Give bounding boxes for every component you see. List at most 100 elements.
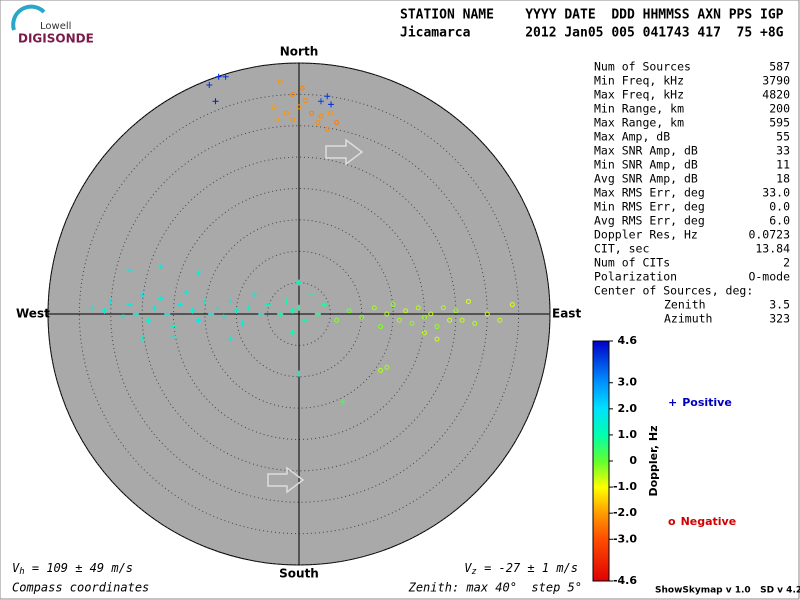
- source-plus: [157, 263, 164, 270]
- source-plus: [317, 98, 324, 105]
- stat-label: Max Freq, kHz: [594, 88, 684, 102]
- source-plus: [339, 398, 346, 405]
- source-circle: [447, 317, 453, 323]
- source-plus: [151, 304, 158, 311]
- vz-rest: = -27 ± 1 m/s: [477, 561, 578, 575]
- vz-text: Vz = -27 ± 1 m/s: [464, 561, 578, 577]
- stat-label: Min SNR Amp, dB: [594, 158, 698, 172]
- source-plus: [189, 307, 196, 314]
- version-note: ShowSkymap v 1.0 SD v 4.2: [655, 586, 800, 596]
- stat-label: Avg SNR Amp, dB: [594, 172, 698, 186]
- stat-label: Max Range, km: [594, 116, 684, 130]
- source-plus: [222, 73, 229, 80]
- stat-value: 0.0: [769, 200, 790, 214]
- legend-symbol: +: [668, 396, 677, 409]
- vh-symbol: V: [12, 561, 20, 575]
- compass-label: North: [280, 45, 318, 59]
- source-plus: [226, 336, 233, 343]
- colorbar-tick-label: 4.6: [618, 334, 638, 347]
- source-plus: [201, 298, 208, 305]
- header-line: STATION NAME YYYY DATE DDD HHMMSS AXN PP…: [400, 8, 784, 23]
- stat-value: 595: [769, 116, 790, 130]
- stat-label: Min Range, km: [594, 102, 684, 116]
- colorbar-tick-label: -2.0: [613, 506, 637, 519]
- stat-value: 33: [776, 144, 790, 158]
- source-circle: [484, 311, 490, 317]
- source-plus: [206, 81, 213, 88]
- stat-label: CIT, sec: [594, 242, 649, 256]
- stat-label: Avg RMS Err, deg: [594, 214, 705, 228]
- source-plus: [233, 307, 240, 314]
- source-circle: [465, 298, 471, 304]
- stat-label: Max SNR Amp, dB: [594, 144, 698, 158]
- source-plus: [88, 304, 95, 311]
- stat-value: 33.0: [762, 186, 790, 200]
- source-circle: [346, 308, 352, 314]
- source-circle: [440, 305, 446, 311]
- source-plus: [157, 295, 164, 302]
- stat-value: O-mode: [748, 270, 790, 284]
- source-plus: [195, 270, 202, 277]
- source-circle: [378, 367, 384, 373]
- source-plus: [252, 292, 259, 299]
- stat-value: 200: [769, 102, 790, 116]
- stat-value: 0.0723: [748, 228, 790, 242]
- source-circle: [274, 116, 280, 122]
- stat-value: 6.0: [769, 214, 790, 228]
- legend-entry: o Negative: [668, 515, 736, 528]
- source-circle: [327, 110, 333, 116]
- stat-label: Doppler Res, Hz: [594, 228, 698, 242]
- source-plus: [183, 289, 190, 296]
- source-plus: [208, 311, 215, 317]
- source-circle: [472, 320, 478, 326]
- source-circle: [283, 110, 289, 116]
- vh-sub: h: [19, 567, 24, 577]
- source-plus: [126, 267, 133, 274]
- logo-bottom: DIGISONDE: [18, 32, 94, 46]
- source-plus: [170, 332, 177, 339]
- source-plus: [245, 304, 252, 311]
- source-circle: [434, 336, 440, 342]
- source-plus: [296, 304, 302, 311]
- stat-label: Zenith: [664, 298, 706, 312]
- source-plus: [226, 298, 233, 305]
- stat-label: Azimuth: [664, 312, 712, 326]
- source-plus: [289, 329, 296, 336]
- logo-top: Lowell: [40, 21, 71, 32]
- source-circle: [384, 364, 390, 370]
- source-circle: [334, 120, 340, 126]
- velocity-arrow: [267, 466, 305, 494]
- vh-text: Vh = 109 ± 49 m/s: [12, 561, 133, 577]
- vz-symbol: V: [464, 561, 472, 575]
- source-plus: [176, 301, 183, 308]
- source-plus: [264, 301, 271, 308]
- velocity-arrow: [325, 138, 364, 166]
- source-circle: [459, 317, 465, 323]
- source-plus: [214, 304, 221, 311]
- source-plus: [132, 311, 139, 317]
- stat-value: 4820: [762, 88, 790, 102]
- source-plus: [296, 279, 302, 286]
- source-circle: [309, 110, 315, 116]
- source-circle: [378, 324, 384, 330]
- source-plus: [258, 311, 265, 317]
- colorbar-tick-label: -1.0: [613, 480, 637, 493]
- source-circle: [334, 317, 340, 323]
- stat-value: 11: [776, 158, 790, 172]
- coords-note: Compass coordinates: [12, 581, 149, 595]
- compass-label: West: [16, 307, 50, 321]
- stat-label: Num of Sources: [594, 60, 691, 74]
- source-plus: [212, 98, 219, 105]
- source-plus: [126, 301, 133, 308]
- source-plus: [101, 307, 108, 314]
- source-plus: [324, 93, 331, 100]
- source-circle: [509, 302, 515, 308]
- source-circle: [315, 120, 321, 126]
- source-circle: [497, 317, 503, 323]
- source-plus: [170, 323, 177, 330]
- source-plus: [277, 311, 284, 317]
- source-plus: [139, 292, 146, 299]
- source-plus: [145, 317, 152, 324]
- stat-label: Num of CITs: [594, 256, 670, 270]
